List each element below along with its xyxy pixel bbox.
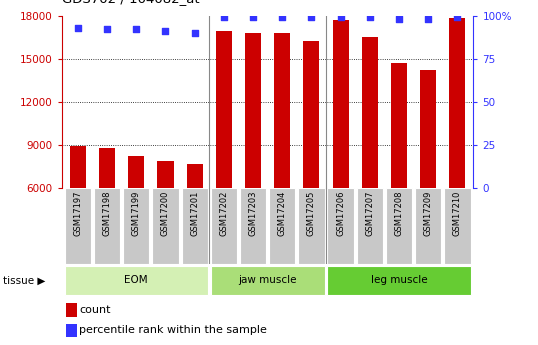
Text: GSM17202: GSM17202 (220, 190, 228, 236)
Point (190, 30, 199, 36)
Bar (211, 188, 237, 264)
Text: percentile rank within the sample: percentile rank within the sample (80, 325, 267, 335)
Text: count: count (80, 305, 111, 315)
Text: GSM17203: GSM17203 (249, 190, 258, 236)
Text: GSM17198: GSM17198 (103, 190, 111, 236)
Bar (269, 188, 295, 264)
Text: GSM17210: GSM17210 (453, 190, 462, 236)
Bar (187, 164, 203, 188)
Bar (128, 156, 144, 188)
Bar (66, 304, 77, 317)
Text: GSM17209: GSM17209 (424, 190, 433, 236)
Bar (181, 188, 208, 264)
Text: GSM17208: GSM17208 (394, 190, 404, 236)
Text: GSM17207: GSM17207 (365, 190, 374, 236)
Bar (357, 188, 383, 264)
Text: GDS702 / 104082_at: GDS702 / 104082_at (62, 0, 200, 5)
Point (74, 25, 82, 30)
Point (365, 14, 374, 20)
Bar (274, 33, 291, 188)
Point (220, 14, 228, 20)
Bar (298, 188, 324, 264)
Bar (449, 18, 465, 188)
Point (278, 14, 287, 20)
Bar (420, 70, 436, 188)
Point (132, 27, 140, 32)
Bar (303, 41, 320, 188)
Point (453, 14, 462, 20)
Bar (152, 188, 179, 264)
Text: GSM17199: GSM17199 (132, 190, 141, 236)
Text: tissue ▶: tissue ▶ (3, 275, 45, 285)
Bar (123, 188, 150, 264)
Text: GSM17200: GSM17200 (161, 190, 170, 236)
Text: GSM17204: GSM17204 (278, 190, 287, 236)
Bar (66, 324, 77, 337)
Bar (328, 266, 471, 295)
Bar (158, 161, 174, 188)
Bar (65, 188, 91, 264)
Text: GSM17206: GSM17206 (336, 190, 345, 236)
Bar (94, 188, 121, 264)
Point (161, 28, 170, 34)
Bar (328, 188, 354, 264)
Text: GSM17205: GSM17205 (307, 190, 316, 236)
Point (395, 16, 404, 22)
Bar (386, 188, 412, 264)
Point (249, 14, 257, 20)
Bar (415, 188, 441, 264)
Text: leg muscle: leg muscle (371, 275, 427, 285)
Bar (211, 266, 324, 295)
Bar (444, 188, 471, 264)
Bar (332, 20, 349, 188)
Point (103, 27, 111, 32)
Bar (65, 266, 208, 295)
Point (336, 14, 345, 20)
Bar (362, 37, 378, 188)
Point (424, 16, 433, 22)
Bar (216, 31, 232, 188)
Bar (240, 188, 266, 264)
Text: GSM17201: GSM17201 (190, 190, 199, 236)
Text: EOM: EOM (124, 275, 148, 285)
Text: jaw muscle: jaw muscle (238, 275, 297, 285)
Bar (391, 63, 407, 188)
Point (307, 14, 316, 20)
Bar (99, 148, 115, 188)
Bar (245, 33, 261, 188)
Bar (70, 146, 86, 188)
Text: GSM17197: GSM17197 (73, 190, 82, 236)
